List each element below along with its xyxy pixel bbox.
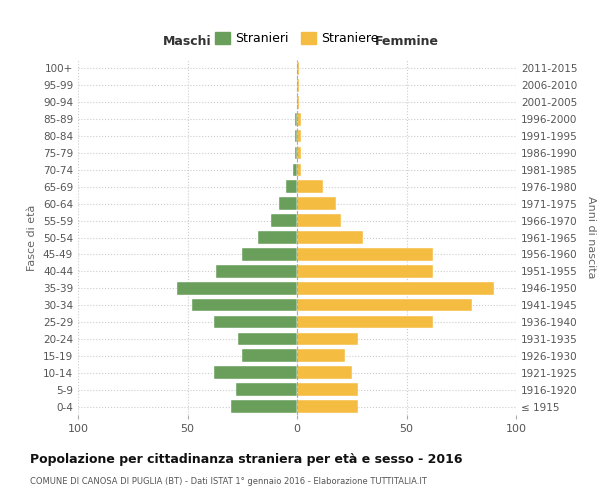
Bar (236, 384, 297, 396)
Bar (192, 299, 297, 312)
Bar (297, 299, 472, 312)
Bar (242, 350, 297, 362)
Text: Maschi: Maschi (163, 35, 212, 48)
Bar (297, 198, 337, 210)
Bar (214, 366, 297, 379)
Text: Popolazione per cittadinanza straniera per età e sesso - 2016: Popolazione per cittadinanza straniera p… (30, 452, 463, 466)
Legend: Stranieri, Straniere: Stranieri, Straniere (210, 27, 384, 50)
Bar (286, 180, 297, 193)
Text: Femmine: Femmine (374, 35, 439, 48)
Bar (297, 282, 494, 294)
Bar (176, 282, 297, 294)
Bar (297, 62, 299, 75)
Bar (257, 231, 297, 244)
Bar (297, 146, 301, 160)
Bar (271, 214, 297, 227)
Bar (280, 198, 297, 210)
Bar (297, 180, 323, 193)
Bar (297, 400, 358, 413)
Bar (297, 350, 345, 362)
Bar (216, 265, 297, 278)
Bar (297, 79, 299, 92)
Bar (214, 316, 297, 328)
Bar (295, 130, 297, 142)
Bar (238, 332, 297, 345)
Bar (295, 113, 297, 126)
Bar (232, 400, 297, 413)
Bar (242, 248, 297, 260)
Bar (297, 384, 358, 396)
Bar (293, 164, 297, 176)
Text: COMUNE DI CANOSA DI PUGLIA (BT) - Dati ISTAT 1° gennaio 2016 - Elaborazione TUTT: COMUNE DI CANOSA DI PUGLIA (BT) - Dati I… (30, 478, 427, 486)
Bar (297, 130, 301, 142)
Bar (297, 248, 433, 260)
Bar (297, 366, 352, 379)
Bar (297, 96, 299, 108)
Bar (297, 332, 358, 345)
Bar (297, 231, 362, 244)
Bar (297, 164, 301, 176)
Y-axis label: Anni di nascita: Anni di nascita (586, 196, 596, 279)
Bar (297, 113, 301, 126)
Bar (297, 265, 433, 278)
Bar (295, 146, 297, 160)
Bar (297, 316, 433, 328)
Y-axis label: Fasce di età: Fasce di età (28, 204, 37, 270)
Bar (297, 214, 341, 227)
